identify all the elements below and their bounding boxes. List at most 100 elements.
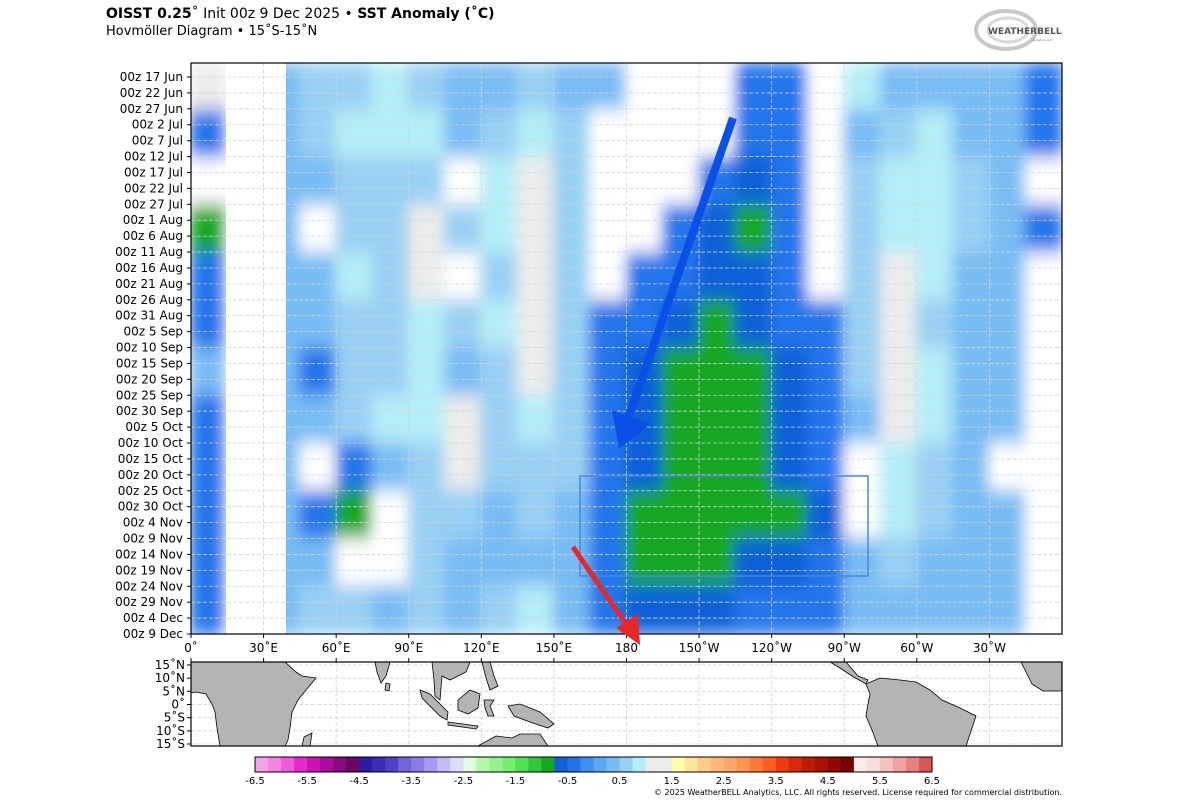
- colorbar-swatch: [424, 757, 438, 772]
- heatmap-cell: [770, 252, 809, 302]
- heatmap-cell: [879, 395, 918, 445]
- heatmap-cell: [770, 109, 809, 160]
- heatmap-cell: [734, 490, 773, 540]
- heatmap-cell: [879, 347, 918, 398]
- x-tick-label: 150˚W: [679, 640, 720, 655]
- colorbar-swatch: [528, 757, 542, 772]
- colorbar-swatch: [853, 757, 868, 772]
- y-tick-label: 00z 16 Aug: [115, 261, 183, 275]
- colorbar-swatch: [567, 757, 581, 772]
- heatmap-cell: [552, 204, 592, 255]
- heatmap-cell: [444, 537, 483, 588]
- africa-land: [191, 662, 317, 746]
- heatmap-cell: [335, 395, 374, 445]
- lat-tick-label: 10˚N: [155, 670, 185, 685]
- heatmap-cell: [480, 395, 519, 445]
- heatmap-cell: [843, 442, 882, 493]
- java-land: [447, 721, 479, 730]
- colorbar-tick-label: 1.5: [664, 776, 680, 787]
- colorbar-tick-label: 2.5: [716, 776, 732, 787]
- heatmap-cell: [770, 490, 809, 540]
- red-arrow: [570, 545, 640, 645]
- madagascar-land: [301, 732, 313, 746]
- heatmap-cell: [552, 63, 592, 112]
- y-tick-label: 00z 11 Aug: [115, 245, 183, 259]
- colorbar-swatch: [801, 757, 816, 772]
- heatmap-cell: [298, 157, 338, 207]
- colorbar-swatch: [554, 757, 568, 772]
- heatmap-cell: [407, 395, 447, 445]
- heatmap-cell: [988, 252, 1027, 302]
- heatmap-cell: [952, 157, 991, 207]
- heatmap-cell: [1024, 109, 1062, 160]
- colorbar-swatch: [333, 757, 347, 772]
- title-field: SST Anomaly (˚C): [357, 6, 495, 22]
- heatmap-cell: [625, 63, 664, 112]
- heatmap-cell: [407, 299, 447, 350]
- heatmap-cell: [988, 490, 1027, 540]
- heatmap-cell: [988, 347, 1027, 398]
- heatmap-cell: [625, 109, 664, 160]
- y-tick-label: 00z 27 Jun: [120, 102, 183, 116]
- heatmap-cell: [734, 109, 773, 160]
- heatmap-cell: [516, 490, 555, 540]
- heatmap-cell: [770, 347, 809, 398]
- colorbar-swatch: [593, 757, 608, 772]
- colorbar-swatch: [658, 757, 673, 772]
- y-tick-label: 00z 9 Nov: [123, 532, 183, 546]
- heatmap-cell: [298, 395, 338, 445]
- y-tick-label: 00z 9 Dec: [123, 627, 183, 641]
- y-tick-label: 00z 5 Oct: [125, 420, 183, 434]
- x-tick-label: 0˚: [184, 640, 198, 655]
- colorbar-swatch: [450, 757, 464, 772]
- heatmap-cell: [988, 395, 1027, 445]
- heatmap-cell: [335, 347, 374, 398]
- heatmap-cell: [915, 490, 955, 540]
- colorbar-swatch: [398, 757, 412, 772]
- colorbar-swatch: [372, 757, 386, 772]
- heatmap-cell: [552, 347, 592, 398]
- colorbar-swatch: [541, 757, 555, 772]
- heatmap-cell: [335, 157, 374, 207]
- heatmap-cell: [952, 585, 991, 634]
- colorbar-tick-label: -2.5: [454, 776, 474, 787]
- heatmap-cell: [480, 347, 519, 398]
- heatmap-cell: [952, 395, 991, 445]
- heatmap-cell: [1024, 204, 1062, 255]
- lat-tick-label: 5˚S: [164, 710, 185, 725]
- sumatra-land: [419, 689, 449, 721]
- heatmap-cell: [191, 63, 229, 112]
- colorbar-swatch: [645, 757, 660, 772]
- heatmap-cell: [335, 490, 374, 540]
- heatmap-cell: [371, 157, 410, 207]
- heatmap-cell: [298, 252, 338, 302]
- colorbar-swatch: [515, 757, 529, 772]
- heatmap-cell: [444, 347, 483, 398]
- heatmap-cell: [915, 157, 955, 207]
- colorbar-tick-label: 0.5: [612, 776, 628, 787]
- heatmap-cell: [915, 537, 955, 588]
- heatmap-cell: [915, 204, 955, 255]
- y-tick-label: 00z 10 Sep: [116, 341, 183, 355]
- heatmap-cell: [335, 63, 374, 112]
- heatmap-cell: [806, 585, 846, 634]
- heatmap-cell: [589, 299, 628, 350]
- y-tick-label: 00z 17 Jun: [120, 70, 183, 84]
- title-product: OISST 0.25: [106, 6, 192, 22]
- y-tick-label: 00z 15 Oct: [118, 452, 184, 466]
- heatmap-cell: [191, 537, 229, 588]
- heatmap-cell: [806, 347, 846, 398]
- heatmap-cell: [915, 109, 955, 160]
- heatmap-cell: [661, 442, 701, 493]
- chart-title: OISST 0.25˚ Init 00z 9 Dec 2025 • SST An…: [106, 6, 495, 22]
- heatmap-cell: [915, 585, 955, 634]
- heatmap-cell: [806, 63, 846, 112]
- heatmap-cell: [661, 490, 701, 540]
- heatmap-cell: [806, 299, 846, 350]
- heatmap-cell: [371, 299, 410, 350]
- heatmap-cell: [552, 585, 592, 634]
- heatmap-cell: [589, 490, 628, 540]
- heatmap-cell: [879, 537, 918, 588]
- lat-tick-label: 10˚S: [156, 723, 185, 738]
- heatmap-cell: [661, 395, 701, 445]
